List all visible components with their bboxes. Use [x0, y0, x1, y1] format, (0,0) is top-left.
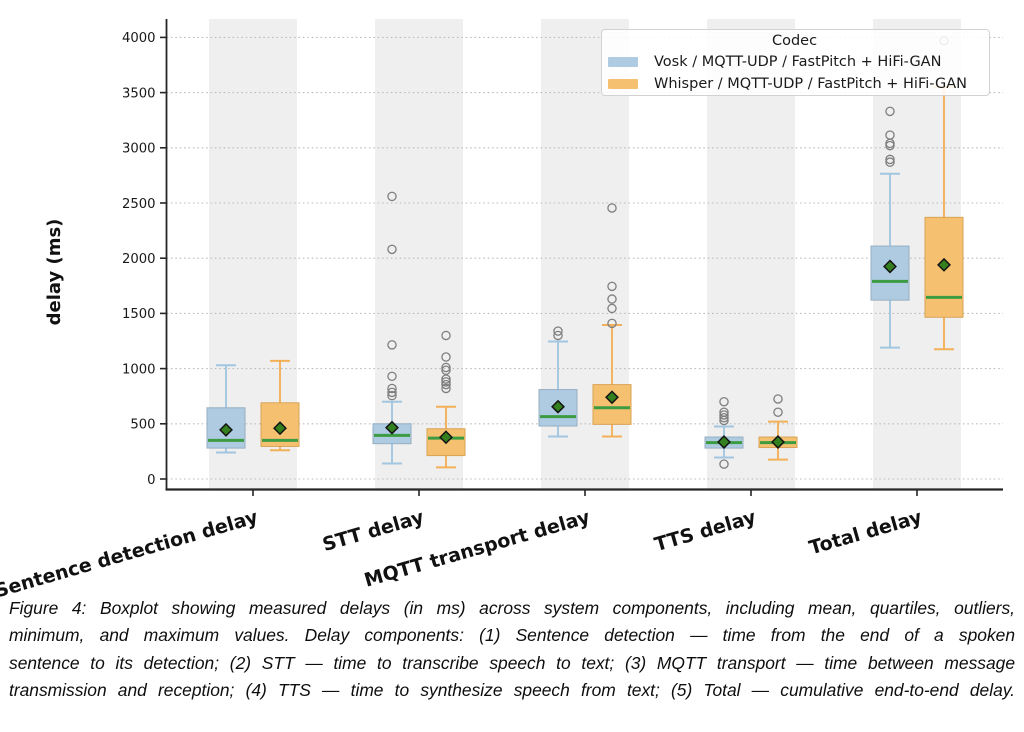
y-tick-label: 3000	[122, 142, 156, 157]
category-band	[375, 19, 463, 490]
y-tick-label: 1500	[122, 307, 156, 322]
outlier-point	[607, 303, 617, 314]
legend-label-whisper: Whisper / MQTT-UDP / FastPitch + HiFi-GA…	[654, 76, 968, 92]
outlier-point	[773, 394, 783, 404]
box-vosk-total-delay	[870, 106, 910, 349]
y-tick-label: 0	[147, 473, 155, 488]
outlier-point	[441, 362, 451, 373]
mean-marker	[605, 390, 619, 405]
outlier-point	[885, 106, 895, 117]
outlier-point	[441, 352, 451, 362]
mean-marker	[771, 435, 785, 449]
caption-line-2: minimum, and maximum values. Delay compo…	[9, 625, 1015, 646]
outlier-point	[387, 387, 397, 398]
chart-legend: Codec Vosk / MQTT-UDP / FastPitch + HiFi…	[601, 29, 990, 96]
outlier-point	[773, 407, 783, 417]
y-tick-label: 500	[130, 418, 155, 433]
legend-swatch-whisper-icon	[608, 79, 638, 89]
outlier-point	[387, 340, 397, 350]
box-whisper-total-delay	[924, 35, 964, 351]
outlier-point	[441, 330, 451, 341]
x-tick-label: STT delay	[320, 506, 427, 556]
outlier-point	[607, 294, 617, 304]
legend-label-vosk: Vosk / MQTT-UDP / FastPitch + HiFi-GAN	[654, 54, 942, 70]
outlier-point	[885, 157, 895, 167]
outlier-point	[441, 377, 451, 387]
outlier-point	[441, 365, 451, 376]
outlier-point	[553, 326, 563, 336]
mean-marker	[219, 422, 233, 437]
iqr-box	[870, 245, 910, 301]
mean-marker	[883, 259, 897, 274]
boxplot-canvas: 0 500 1000 1500 2000 2500 3000 3500 4000 Sentence…	[0, 19, 1003, 598]
outlier-point	[387, 191, 397, 202]
outlier-point	[719, 396, 729, 407]
y-tick-label: 1000	[122, 362, 156, 377]
box-whisper-mqtt-transport-delay	[592, 203, 632, 438]
x-tick-label: TTS delay	[652, 506, 759, 556]
box-whisper-stt-delay	[426, 330, 466, 469]
outlier-point	[441, 383, 451, 394]
mean-marker	[717, 435, 731, 449]
series-vosk	[206, 106, 910, 469]
outlier-point	[607, 281, 617, 292]
box-whisper-sentence-detection-delay	[260, 359, 300, 452]
x-tick-label: Sentence detection delay	[0, 506, 261, 598]
y-tick-label: 2500	[122, 197, 156, 212]
mean-marker	[385, 420, 399, 435]
box-whisper-tts-delay	[758, 394, 798, 461]
mean-marker	[551, 399, 565, 414]
outlier-point	[885, 130, 895, 140]
box-vosk-tts-delay	[704, 396, 744, 469]
outlier-point	[553, 330, 563, 341]
y-axis-title: delay (ms)	[44, 219, 65, 326]
mean-marker	[273, 421, 287, 436]
box-vosk-stt-delay	[372, 191, 412, 465]
outlier-point	[387, 371, 397, 382]
y-tick-label: 3500	[122, 86, 156, 101]
outlier-point	[607, 203, 617, 213]
boxplot-figure: 0 500 1000 1500 2000 2500 3000 3500 4000 Sentence…	[0, 19, 1003, 598]
series-whisper	[260, 35, 964, 469]
outlier-point	[719, 459, 729, 469]
caption-line-4: transmission and reception; (4) TTS — ti…	[9, 680, 1015, 701]
outlier-point	[387, 244, 397, 255]
caption-line-1: Figure 4: Boxplot showing measured delay…	[9, 598, 1015, 618]
legend-swatch-vosk-icon	[608, 57, 638, 67]
outlier-point	[885, 154, 895, 165]
figure-caption: Figure 4: Boxplot showing measured delay…	[9, 595, 1015, 705]
y-tick-label: 4000	[122, 31, 156, 46]
legend-entry-whisper: Whisper / MQTT-UDP / FastPitch + HiFi-GA…	[608, 73, 981, 95]
legend-entry-vosk: Vosk / MQTT-UDP / FastPitch + HiFi-GAN	[608, 51, 981, 73]
outlier-point	[719, 412, 729, 423]
mean-marker	[937, 257, 951, 272]
outlier-point	[719, 410, 729, 420]
x-tick-label: Total delay	[807, 506, 925, 559]
outlier-point	[441, 379, 451, 390]
legend-title: Codec	[771, 33, 818, 49]
outlier-point	[387, 383, 397, 394]
outlier-point	[607, 318, 617, 329]
outlier-point	[719, 407, 729, 417]
y-tick-label: 2000	[122, 252, 156, 267]
box-vosk-mqtt-transport-delay	[538, 326, 578, 438]
caption-line-3: sentence to its detection; (2) STT — tim…	[9, 652, 1015, 673]
outlier-point	[387, 390, 397, 401]
box-vosk-sentence-detection-delay	[206, 364, 246, 454]
mean-marker	[439, 430, 453, 445]
